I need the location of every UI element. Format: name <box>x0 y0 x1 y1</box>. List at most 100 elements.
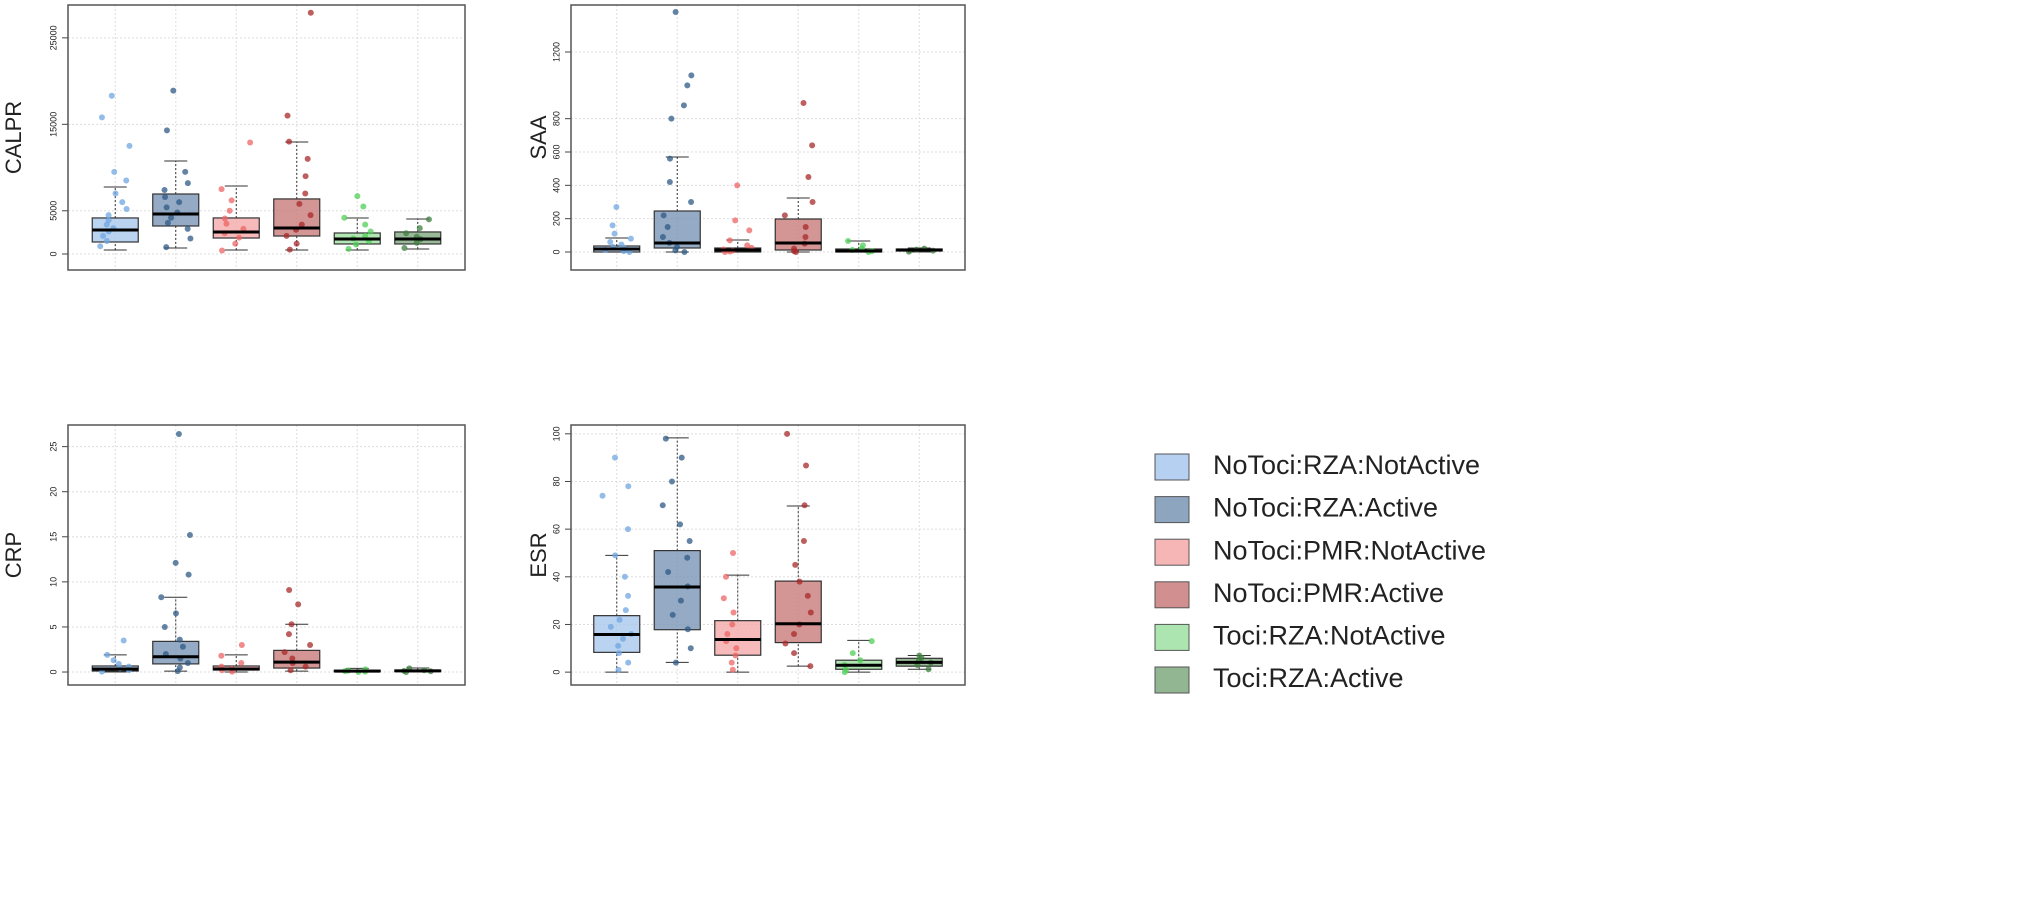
legend-swatch <box>1154 666 1190 694</box>
data-point <box>176 664 183 671</box>
data-point <box>307 212 314 219</box>
data-point <box>859 242 866 249</box>
plot-area <box>571 5 965 270</box>
data-point <box>857 657 864 664</box>
legend-label: NoToci:RZA:NotActive <box>1213 450 1480 480</box>
data-point <box>105 212 112 219</box>
data-point <box>354 193 361 200</box>
data-point <box>618 241 625 248</box>
data-point <box>100 232 107 239</box>
data-point <box>625 592 632 599</box>
data-point <box>296 200 303 207</box>
data-point <box>286 246 293 253</box>
data-point <box>302 663 309 670</box>
data-point <box>916 652 923 659</box>
data-point <box>791 245 798 252</box>
legend-label: NoToci:PMR:Active <box>1213 578 1444 608</box>
panel: 0 5000 15000 25000 CALPR <box>1 4 466 271</box>
data-point <box>362 221 369 228</box>
y-tick-label: 20 <box>48 487 58 497</box>
data-point <box>678 454 685 461</box>
data-point <box>659 502 666 509</box>
data-point <box>283 232 290 239</box>
data-point <box>187 235 194 242</box>
data-point <box>724 631 731 638</box>
data-point <box>219 247 226 254</box>
data-point <box>284 112 291 119</box>
data-point <box>162 193 169 200</box>
panel: 0 20 40 60 80 100 ESR <box>526 424 966 686</box>
data-point <box>668 478 675 485</box>
data-point <box>621 573 628 580</box>
data-point <box>168 214 175 221</box>
panel: 0 5 10 15 20 25 CRP <box>1 424 466 686</box>
legend-label: Toci:RZA:Active <box>1213 663 1404 693</box>
data-point <box>688 199 695 205</box>
data-point <box>845 238 852 244</box>
data-point <box>803 462 810 469</box>
data-point <box>672 9 679 15</box>
data-point <box>416 225 423 232</box>
data-point <box>611 230 618 237</box>
data-point <box>302 173 309 180</box>
y-tick-label: 80 <box>551 476 561 486</box>
data-point <box>295 601 302 608</box>
data-point <box>184 660 191 667</box>
data-point <box>843 666 850 673</box>
data-point <box>341 214 348 221</box>
legend-swatch <box>1154 453 1190 481</box>
data-point <box>218 186 225 193</box>
y-axis-label: SAA <box>526 115 551 159</box>
data-point <box>288 621 295 628</box>
data-point <box>175 431 182 438</box>
legend-label: NoToci:PMR:NotActive <box>1213 535 1486 565</box>
data-point <box>163 204 170 211</box>
data-point <box>123 177 130 184</box>
data-point <box>730 609 737 616</box>
data-point <box>622 607 629 614</box>
data-point <box>613 204 620 210</box>
data-point <box>791 650 798 657</box>
data-point <box>413 239 420 246</box>
plot-frame <box>570 4 966 271</box>
data-point <box>607 623 614 630</box>
data-point <box>240 225 247 232</box>
data-point <box>164 219 171 226</box>
data-point <box>744 242 751 249</box>
data-point <box>677 597 684 604</box>
data-point <box>172 559 179 566</box>
data-point <box>809 199 816 205</box>
data-point <box>298 221 305 228</box>
y-tick-label: 0 <box>551 670 561 675</box>
data-point <box>686 538 693 545</box>
data-point <box>687 645 694 652</box>
data-point <box>307 641 314 648</box>
data-point <box>98 114 105 121</box>
data-point <box>184 225 191 232</box>
data-point <box>223 220 230 227</box>
data-point <box>360 203 367 210</box>
y-axis-label: ESR <box>526 532 551 577</box>
data-point <box>247 139 254 146</box>
data-point <box>285 631 292 638</box>
y-tick-label: 200 <box>551 211 561 226</box>
data-point <box>665 569 672 576</box>
data-point <box>732 652 739 659</box>
data-point <box>97 243 104 250</box>
data-point <box>221 215 228 222</box>
data-point <box>163 244 170 251</box>
y-tick-label: 0 <box>551 249 561 254</box>
data-point <box>126 142 133 149</box>
data-point <box>105 217 112 224</box>
data-point <box>807 609 814 616</box>
y-tick-label: 25000 <box>48 25 58 50</box>
data-point <box>108 92 115 99</box>
data-point <box>792 561 799 568</box>
data-point <box>226 207 233 214</box>
data-point <box>791 631 798 638</box>
y-tick-label: 0 <box>48 670 58 675</box>
data-point <box>607 239 614 245</box>
data-point <box>729 621 736 628</box>
data-point <box>119 199 126 206</box>
